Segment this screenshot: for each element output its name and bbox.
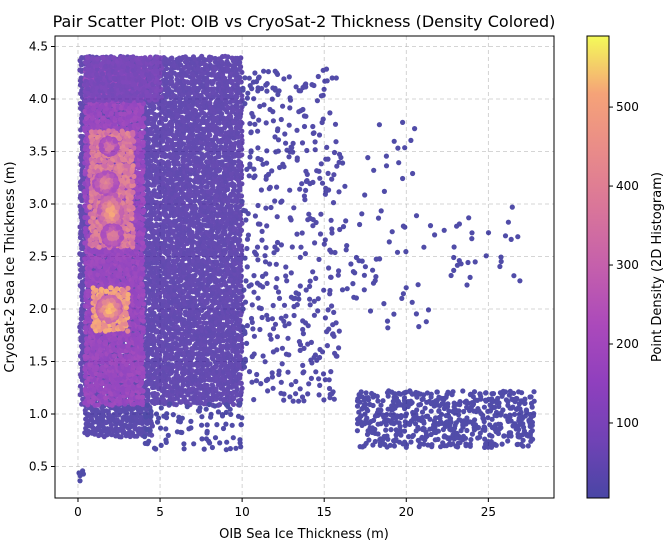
scatter-point: [148, 332, 154, 338]
scatter-point: [207, 132, 213, 138]
scatter-point: [192, 108, 199, 114]
scatter-point: [146, 136, 152, 142]
scatter-point: [181, 141, 187, 147]
scatter-point: [201, 56, 207, 63]
scatter-point: [78, 75, 84, 81]
scatter-point: [175, 160, 181, 166]
scatter-point: [154, 391, 160, 397]
scatter-point: [163, 99, 169, 106]
scatter-point: [175, 154, 181, 161]
scatter-point: [225, 60, 231, 66]
scatter-point: [148, 317, 154, 323]
scatter-point: [207, 361, 213, 367]
scatter-point: [77, 383, 84, 389]
scatter-point: [145, 143, 152, 149]
scatter-point: [145, 357, 151, 363]
scatter-point: [195, 291, 201, 297]
scatter-point: [183, 345, 189, 351]
scatter-point: [168, 75, 174, 81]
scatter-point: [154, 303, 160, 309]
scatter-point: [222, 360, 228, 366]
scatter-point: [163, 303, 169, 309]
chart-title: Pair Scatter Plot: OIB vs CryoSat-2 Thic…: [53, 12, 556, 31]
scatter-point: [230, 401, 237, 407]
scatter-point: [189, 247, 195, 253]
scatter-point: [146, 288, 152, 294]
scatter-point: [77, 100, 83, 107]
scatter-point: [166, 254, 172, 260]
scatter-point: [148, 148, 154, 154]
scatter-point: [192, 298, 198, 304]
scatter-point: [151, 103, 157, 110]
scatter-point: [192, 203, 198, 209]
scatter-point: [213, 259, 220, 265]
scatter-point: [151, 228, 157, 235]
scatter-point: [145, 233, 151, 239]
scatter-point: [228, 353, 234, 359]
scatter-point: [169, 55, 175, 61]
scatter-point: [163, 152, 169, 158]
scatter-point: [225, 104, 231, 110]
scatter-point: [154, 328, 160, 334]
scatter-point: [151, 336, 157, 342]
scatter-point: [145, 195, 151, 201]
scatter-point: [146, 300, 152, 306]
scatter-point: [228, 113, 234, 120]
scatter-point: [180, 200, 186, 206]
scatter-point: [213, 143, 219, 149]
scatter-points: [76, 53, 537, 484]
scatter-point: [151, 269, 158, 275]
scatter-point: [184, 79, 190, 85]
scatter-point: [154, 255, 160, 261]
scatter-point: [160, 255, 166, 261]
scatter-point: [154, 260, 160, 266]
scatter-point: [189, 229, 195, 235]
scatter-point: [151, 323, 157, 330]
scatter-point: [145, 363, 151, 369]
scatter-point: [217, 402, 223, 408]
scatter-point: [78, 360, 84, 367]
scatter-point: [163, 280, 169, 286]
scatter-point: [207, 100, 213, 106]
scatter-point: [228, 126, 234, 132]
scatter-point: [77, 328, 84, 334]
scatter-point: [77, 261, 83, 268]
scatter-point: [222, 228, 228, 234]
scatter-point: [210, 206, 216, 212]
scatter-point: [145, 313, 151, 319]
scatter-point: [148, 172, 154, 178]
scatter-point: [219, 111, 225, 117]
scatter-point: [204, 382, 210, 389]
scatter-point: [151, 188, 157, 194]
scatter-point: [151, 310, 157, 316]
scatter-point: [148, 158, 154, 164]
scatter-point: [165, 159, 172, 166]
scatter-point: [201, 111, 207, 117]
scatter-point: [145, 387, 151, 393]
scatter-point: [155, 236, 161, 242]
scatter-point: [219, 59, 225, 65]
scatter-point: [225, 66, 231, 72]
scatter-point: [210, 184, 216, 190]
scatter-point: [222, 75, 228, 81]
scatter-point: [151, 375, 157, 381]
scatter-point: [145, 397, 151, 403]
scatter-point: [145, 187, 151, 193]
scatter-point: [211, 326, 217, 332]
scatter-point: [166, 376, 172, 382]
